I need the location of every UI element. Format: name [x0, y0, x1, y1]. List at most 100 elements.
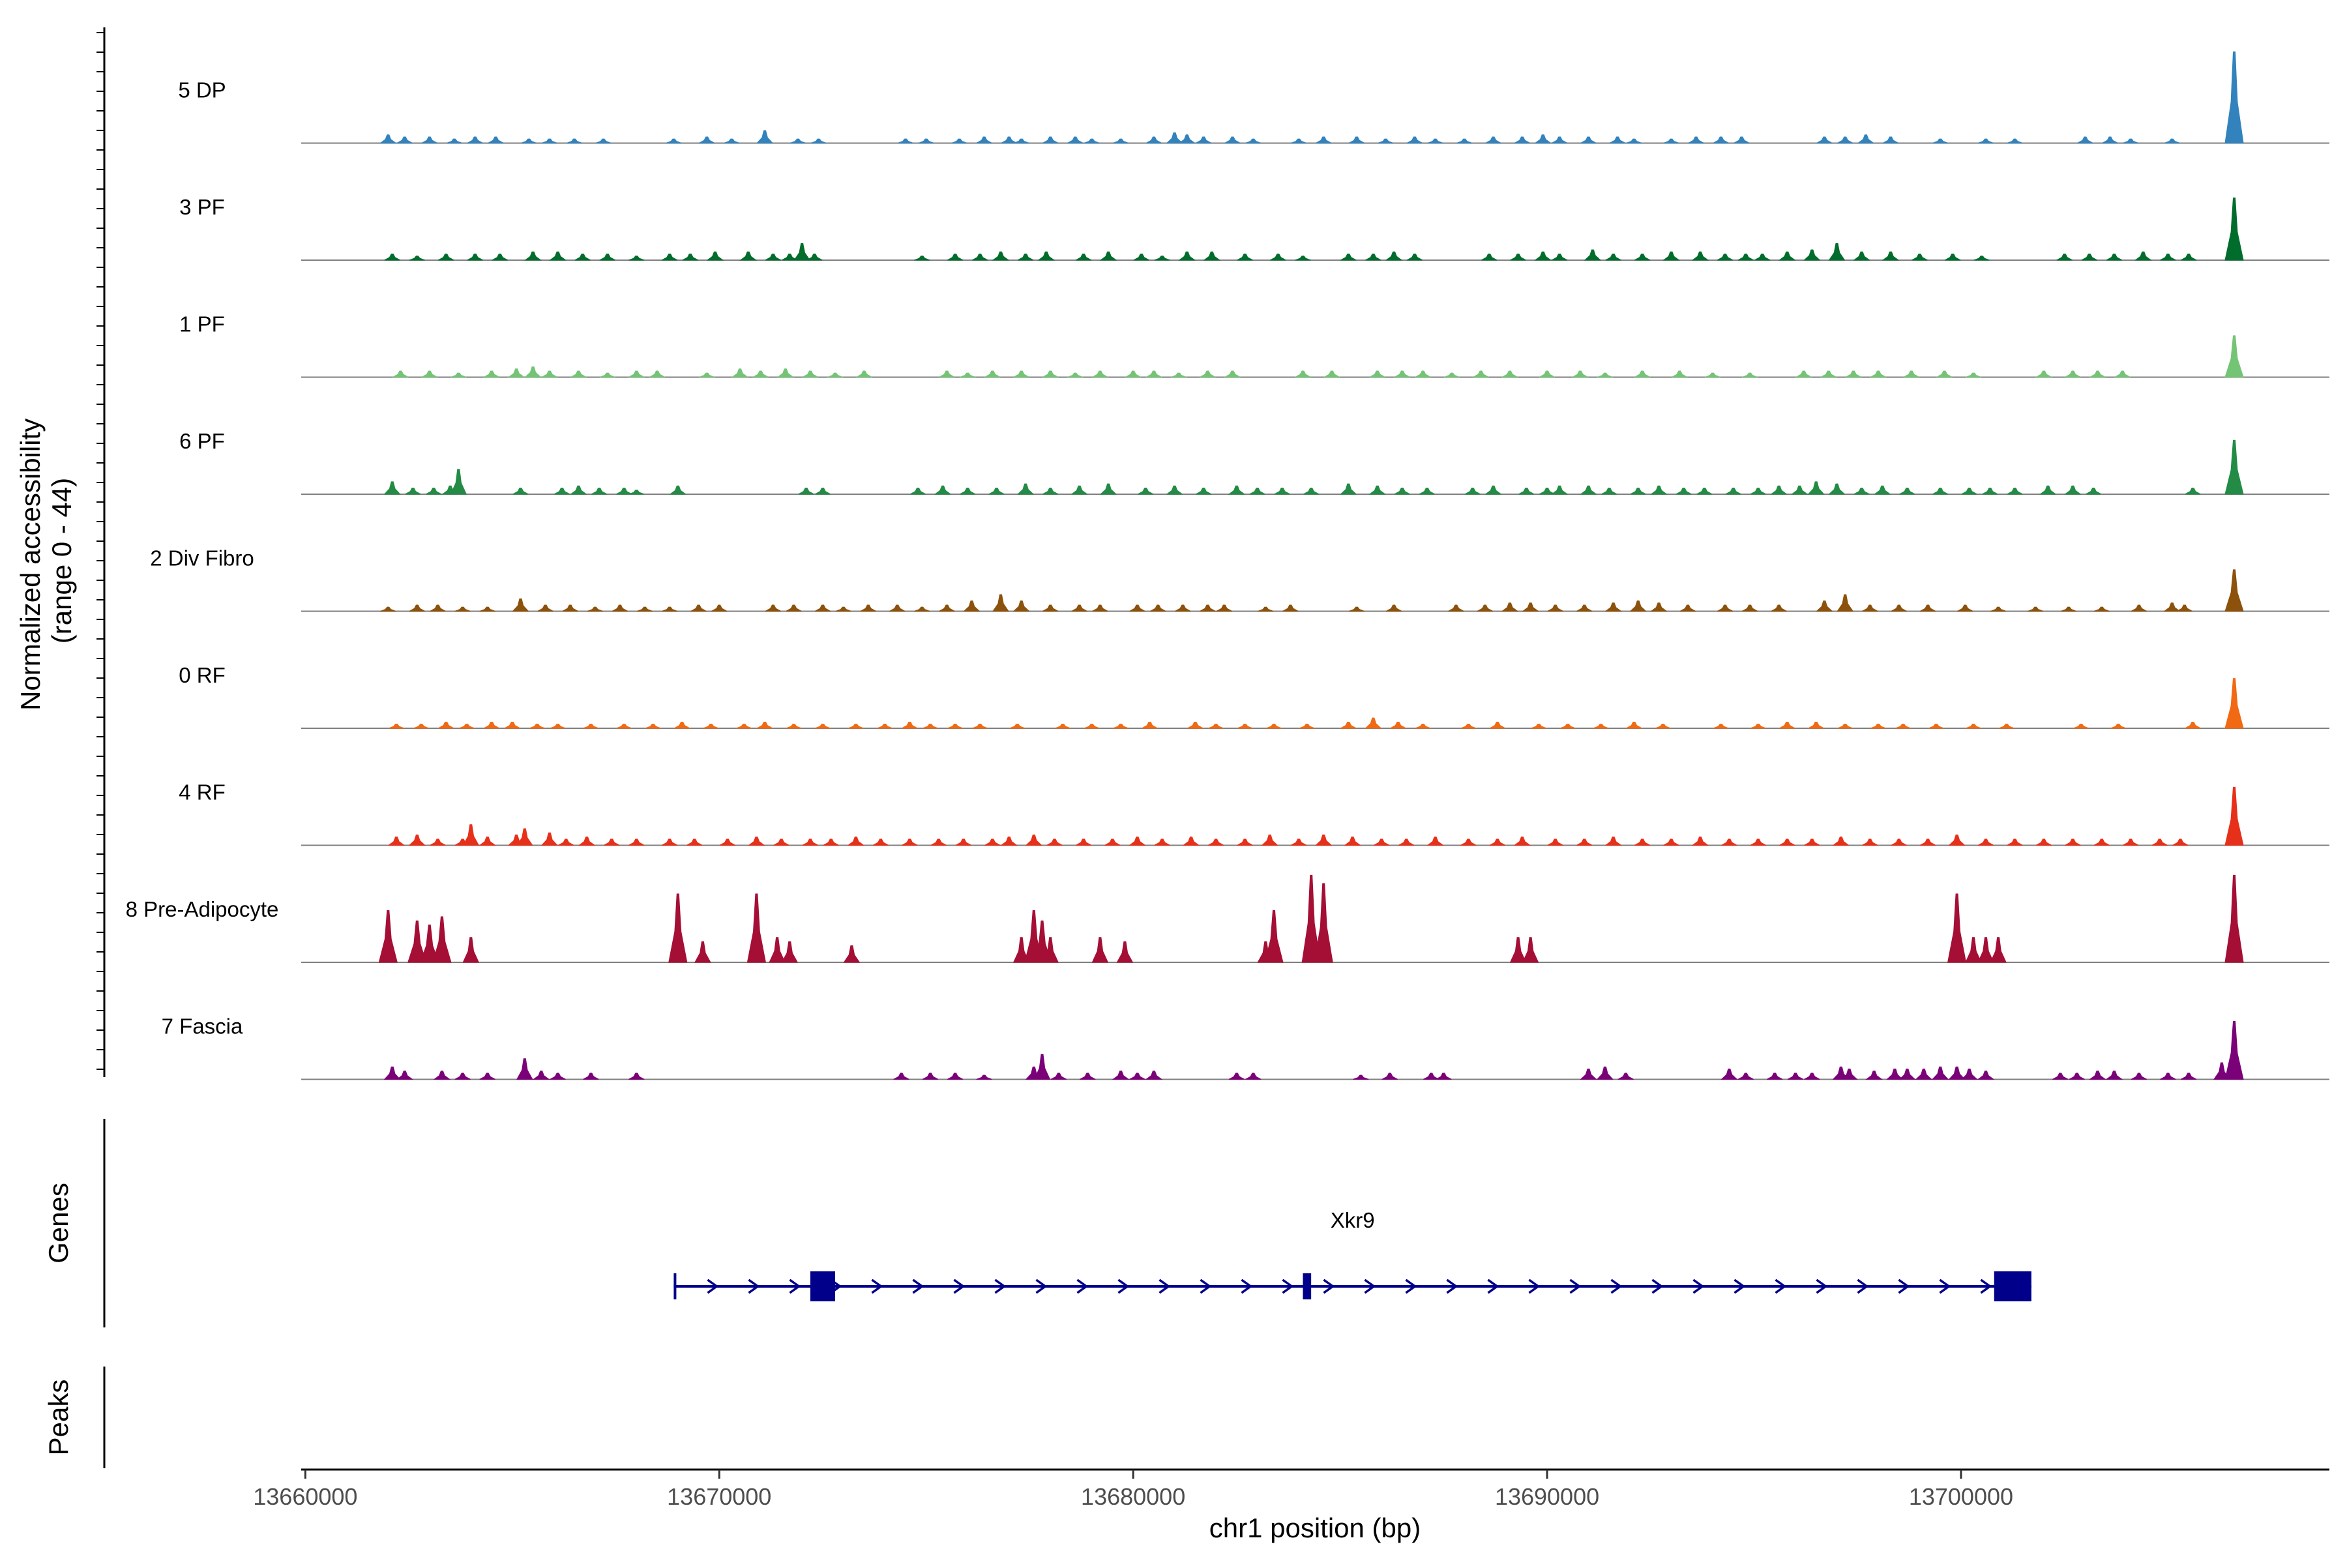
strand-arrow-icon: [912, 1279, 924, 1294]
coverage-peak: [1663, 138, 1679, 143]
coverage-peak: [1485, 136, 1501, 143]
coverage-peak: [2056, 254, 2073, 261]
coverage-peak: [1870, 724, 1887, 729]
coverage-peak: [1551, 136, 1568, 143]
coverage-peak: [507, 368, 525, 377]
coverage-peak: [1464, 488, 1481, 495]
coverage-peak: [2093, 606, 2110, 612]
coverage-peak: [2081, 254, 2098, 261]
coverage-peak: [1965, 937, 1982, 963]
coverage-peak: [1617, 1072, 1634, 1080]
coverage-peak: [591, 488, 608, 495]
coverage-peak: [1344, 836, 1362, 846]
coverage-peak: [1630, 488, 1646, 495]
strand-arrow-icon: [1035, 1279, 1048, 1294]
coverage-track: 0 RF: [179, 663, 2329, 729]
coverage-peak: [1741, 372, 1758, 377]
coverage-peak: [2069, 1072, 2085, 1080]
coverage-peak: [462, 824, 480, 846]
coverage-peak: [446, 138, 463, 143]
coverage-peak: [930, 838, 947, 846]
strand-arrow-icon: [1692, 1279, 1705, 1294]
coverage-peak: [1084, 138, 1100, 143]
coverage-peak: [1373, 838, 1390, 846]
coverage-peak: [1436, 1072, 1452, 1080]
coverage-peak: [909, 488, 926, 495]
coverage-peak: [1982, 488, 1998, 495]
track-label: 6 PF: [179, 429, 225, 453]
coverage-peak: [1224, 370, 1241, 377]
coverage-peak: [437, 254, 454, 261]
coverage-peak: [540, 832, 559, 846]
coverage-peak: [1075, 838, 1092, 846]
coverage-peak: [776, 368, 795, 377]
coverage-peak: [1629, 600, 1647, 612]
strand-arrow-icon: [1323, 1279, 1335, 1294]
coverage-peak: [2151, 838, 2168, 846]
coverage-peak: [1576, 838, 1593, 846]
coverage-peak: [769, 937, 786, 963]
coverage-peak: [2035, 370, 2052, 377]
coverage-peak: [2224, 1020, 2244, 1080]
coverage-peak: [1129, 604, 1145, 612]
coverage-peak: [1365, 254, 1381, 261]
coverage-peak: [405, 488, 421, 495]
coverage-peak: [1750, 724, 1766, 729]
coverage-peak: [1419, 488, 1436, 495]
coverage-peak: [1816, 136, 1833, 143]
coverage-peak: [959, 488, 976, 495]
coverage-peak: [1837, 594, 1854, 612]
coverage-peak: [1804, 1072, 1820, 1080]
coverage-peak: [1750, 488, 1767, 495]
coverage-peak: [1932, 138, 1949, 143]
coverage-peak: [1178, 134, 1196, 143]
coverage-peak: [1779, 722, 1795, 729]
coverage-peak: [690, 604, 707, 612]
coverage-peak: [1750, 838, 1767, 846]
coverage-peak: [550, 1072, 566, 1080]
coverage-peak: [1510, 254, 1526, 261]
coverage-peak: [1895, 724, 1912, 729]
coverage-peak: [2110, 724, 2127, 729]
coverage-peak: [1539, 370, 1556, 377]
coverage-peak: [628, 838, 645, 846]
x-axis-tick-label: 13700000: [1909, 1483, 2013, 1510]
coverage-peak: [1604, 602, 1623, 612]
coverage-peak: [1675, 488, 1692, 495]
coverage-peak: [1691, 251, 1709, 261]
coverage-peak: [860, 604, 877, 612]
coverage-peak: [1000, 836, 1018, 846]
coverage-peak: [1385, 604, 1402, 612]
coverage-peak: [379, 134, 397, 143]
coverage-peak: [1534, 251, 1552, 261]
coverage-peak: [1576, 604, 1593, 612]
coverage-peak: [2180, 1072, 2197, 1080]
coverage-peak: [425, 488, 442, 495]
coverage-peak: [409, 604, 426, 612]
coverage-peak: [1741, 604, 1758, 612]
coverage-peak: [746, 893, 767, 963]
coverage-peak: [541, 370, 558, 377]
coverage-peak: [458, 724, 475, 729]
coverage-peak: [408, 835, 426, 846]
coverage-peak: [1837, 724, 1853, 729]
coverage-peak: [756, 130, 774, 143]
coverage-peak: [1977, 838, 1994, 846]
strand-arrow-icon: [1569, 1279, 1582, 1294]
coverage-peak: [1778, 251, 1796, 261]
coverage-track: 3 PF: [179, 195, 2329, 261]
track-label: 8 Pre-Adipocyte: [126, 897, 279, 921]
coverage-peak: [1882, 251, 1900, 261]
coverage-peak: [668, 893, 688, 963]
coverage-peak: [1017, 254, 1034, 261]
coverage-peak: [636, 606, 653, 612]
coverage-peak: [814, 724, 831, 729]
coverage-peak: [1353, 1074, 1369, 1080]
coverage-peak: [1055, 724, 1071, 729]
coverage-peak: [992, 251, 1010, 261]
coverage-peak: [1891, 838, 1907, 846]
coverage-peak: [847, 836, 865, 846]
coverage-peak: [1634, 838, 1651, 846]
coverage-peak: [1340, 722, 1357, 729]
